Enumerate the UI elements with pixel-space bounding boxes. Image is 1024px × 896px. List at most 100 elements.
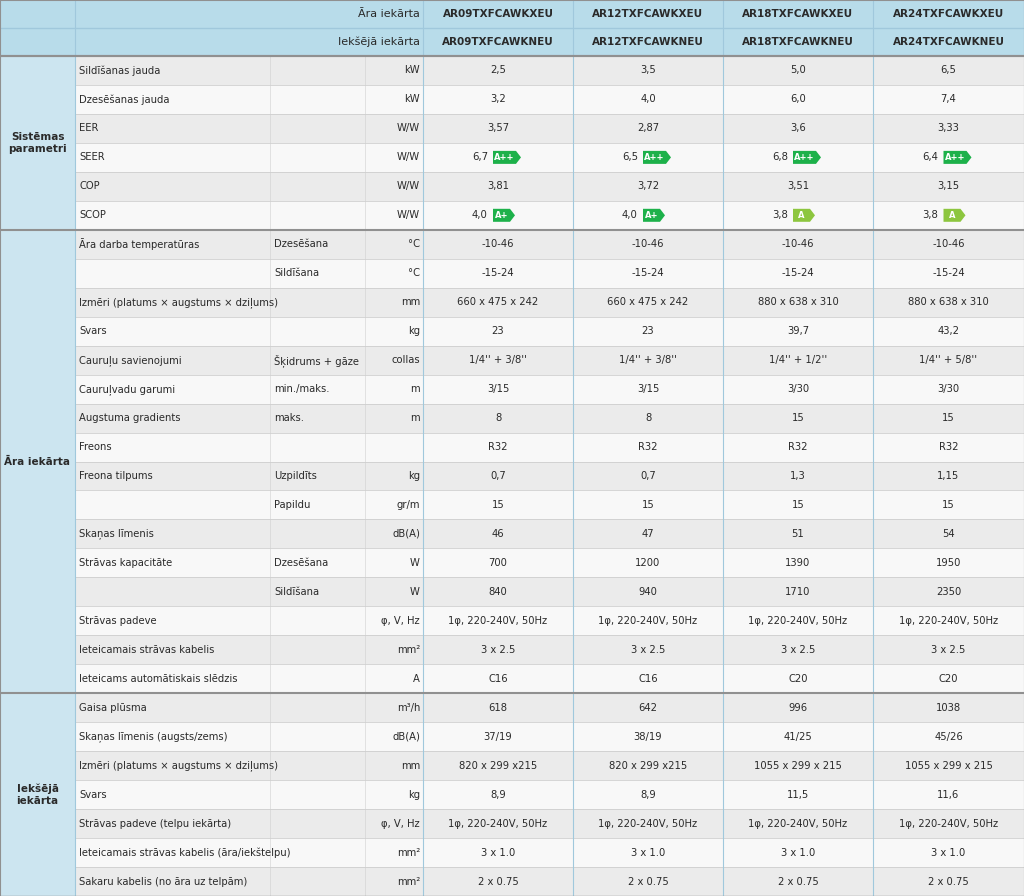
Text: 3/15: 3/15 (486, 384, 509, 394)
Bar (0, 0, 1024, 28)
Bar (75, 780, 1024, 809)
Text: 4,0: 4,0 (622, 211, 638, 220)
Text: C20: C20 (939, 674, 958, 684)
Bar (0, 548, 75, 577)
Text: 3 x 2.5: 3 x 2.5 (931, 645, 966, 655)
Text: W/W: W/W (397, 124, 420, 134)
Text: dB(A): dB(A) (392, 529, 420, 538)
Text: R32: R32 (488, 442, 508, 452)
Text: 4,0: 4,0 (640, 94, 655, 105)
Text: 3 x 1.0: 3 x 1.0 (481, 848, 515, 857)
Text: 3 x 1.0: 3 x 1.0 (631, 848, 666, 857)
Bar (75, 172, 1024, 201)
Text: 47: 47 (642, 529, 654, 538)
Text: 23: 23 (492, 326, 504, 336)
Text: COP: COP (79, 181, 99, 192)
Text: R32: R32 (788, 442, 808, 452)
Text: mm²: mm² (396, 876, 420, 886)
Text: A++: A++ (795, 153, 815, 162)
Bar (0, 809, 75, 838)
Bar (75, 664, 1024, 694)
Bar (75, 635, 1024, 664)
Text: 996: 996 (788, 702, 808, 712)
Polygon shape (643, 151, 671, 164)
Text: AR24TXFCAWKXEU: AR24TXFCAWKXEU (893, 9, 1005, 19)
Text: 3,15: 3,15 (937, 181, 959, 192)
Text: A+: A+ (645, 211, 658, 220)
Text: Papildu: Papildu (274, 500, 310, 510)
Text: 2,5: 2,5 (490, 65, 506, 75)
Text: 3,5: 3,5 (640, 65, 656, 75)
Text: 15: 15 (942, 413, 954, 423)
Text: 37/19: 37/19 (483, 732, 512, 742)
Text: 41/25: 41/25 (783, 732, 812, 742)
Text: SCOP: SCOP (79, 211, 105, 220)
Text: 3,8: 3,8 (923, 211, 938, 220)
Text: 1φ, 220-240V, 50Hz: 1φ, 220-240V, 50Hz (899, 819, 998, 829)
Text: 15: 15 (492, 500, 505, 510)
Bar (75, 85, 1024, 114)
Text: Ieteicamais strāvas kabelis (āra/iekštelpu): Ieteicamais strāvas kabelis (āra/iekštel… (79, 848, 291, 857)
Text: 880 x 638 x 310: 880 x 638 x 310 (758, 297, 839, 307)
Text: 2350: 2350 (936, 587, 962, 597)
Text: 8,9: 8,9 (490, 789, 506, 799)
Text: 39,7: 39,7 (786, 326, 809, 336)
Text: Dzesēšana: Dzesēšana (274, 558, 329, 568)
Text: kg: kg (408, 326, 420, 336)
Text: A++: A++ (945, 153, 966, 162)
Bar (0, 490, 75, 520)
Text: 2 x 0.75: 2 x 0.75 (928, 876, 969, 886)
Text: Gaisa plūsma: Gaisa plūsma (79, 702, 146, 712)
Text: min./maks.: min./maks. (274, 384, 330, 394)
Bar (0, 229, 75, 259)
Text: AR24TXFCAWKNEU: AR24TXFCAWKNEU (893, 37, 1005, 47)
Text: Freons: Freons (79, 442, 112, 452)
Bar (75, 751, 1024, 780)
Text: Skaņas līmenis (augsts/zems): Skaņas līmenis (augsts/zems) (79, 731, 227, 742)
Text: W/W: W/W (397, 152, 420, 162)
Bar (75, 375, 1024, 403)
Text: 1390: 1390 (785, 558, 811, 568)
Text: Freona tilpums: Freona tilpums (79, 471, 153, 481)
Text: 700: 700 (488, 558, 508, 568)
Text: 11,5: 11,5 (786, 789, 809, 799)
Bar (75, 548, 1024, 577)
Text: 3 x 1.0: 3 x 1.0 (932, 848, 966, 857)
Text: 6,4: 6,4 (923, 152, 939, 162)
Text: 5,0: 5,0 (791, 65, 806, 75)
Bar (75, 722, 1024, 751)
Text: -15-24: -15-24 (481, 268, 514, 279)
Bar (0, 288, 75, 316)
Text: 38/19: 38/19 (634, 732, 663, 742)
Text: 43,2: 43,2 (938, 326, 959, 336)
Text: 1200: 1200 (635, 558, 660, 568)
Text: 54: 54 (942, 529, 954, 538)
Text: Āra darba temperatūras: Āra darba temperatūras (79, 238, 200, 250)
Text: 3,81: 3,81 (487, 181, 509, 192)
Text: 3,72: 3,72 (637, 181, 659, 192)
Bar (75, 520, 1024, 548)
Text: Sakaru kabelis (no āra uz telpām): Sakaru kabelis (no āra uz telpām) (79, 876, 247, 886)
Text: φ, V, Hz: φ, V, Hz (381, 819, 420, 829)
Text: Ieteicamais strāvas kabelis: Ieteicamais strāvas kabelis (79, 645, 214, 655)
Text: W: W (411, 587, 420, 597)
Bar (0, 346, 75, 375)
Text: 23: 23 (642, 326, 654, 336)
Polygon shape (493, 209, 515, 222)
Text: AR12TXFCAWKXEU: AR12TXFCAWKXEU (593, 9, 703, 19)
Bar (0, 142, 75, 172)
Text: 6,0: 6,0 (791, 94, 806, 105)
Text: 2 x 0.75: 2 x 0.75 (477, 876, 518, 886)
Text: C20: C20 (788, 674, 808, 684)
Polygon shape (493, 151, 521, 164)
Text: 1φ, 220-240V, 50Hz: 1φ, 220-240V, 50Hz (598, 819, 697, 829)
Text: AR09TXFCAWKNEU: AR09TXFCAWKNEU (442, 37, 554, 47)
Text: W: W (411, 558, 420, 568)
Text: collas: collas (391, 355, 420, 366)
Text: maks.: maks. (274, 413, 304, 423)
Text: 8: 8 (495, 413, 501, 423)
Bar (75, 838, 1024, 867)
Bar (0, 403, 75, 433)
Text: C16: C16 (638, 674, 657, 684)
Text: Iekšējā iekārta: Iekšējā iekārta (338, 37, 420, 47)
